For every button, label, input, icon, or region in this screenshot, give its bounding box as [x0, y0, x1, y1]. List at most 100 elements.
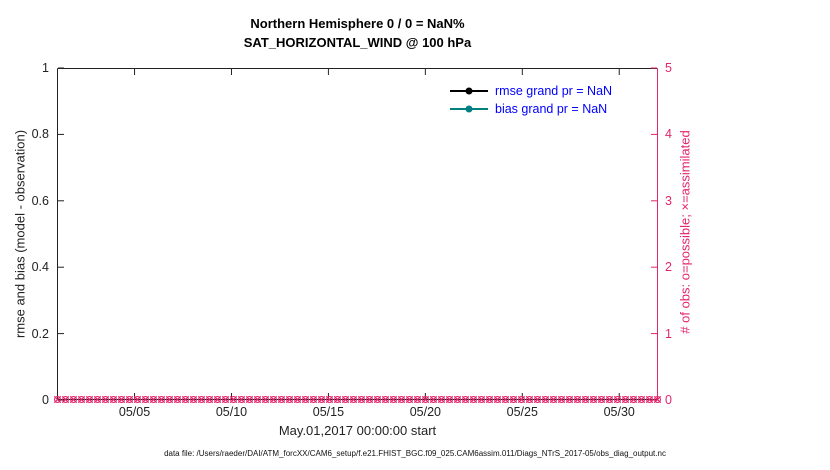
x-tick-label: 05/30	[603, 405, 635, 419]
data-file-caption: data file: /Users/raeder/DAI/ATM_forcXX/…	[164, 449, 666, 458]
possible-obs-marker	[142, 396, 149, 403]
possible-obs-marker	[590, 396, 597, 403]
legend-marker-dot-rmse	[465, 87, 473, 95]
possible-obs-marker	[422, 396, 429, 403]
possible-obs-marker	[310, 396, 317, 403]
assimilated-obs-marker	[405, 395, 414, 404]
possible-obs-marker	[198, 396, 205, 403]
possible-obs-marker	[350, 396, 357, 403]
possible-obs-marker	[174, 396, 181, 403]
possible-obs-marker	[654, 396, 661, 403]
y-tick-label-left: 0.4	[31, 260, 49, 275]
y-tick-label-right: 2	[665, 260, 672, 275]
assimilated-obs-marker	[309, 395, 318, 404]
possible-obs-marker	[270, 396, 277, 403]
assimilated-obs-marker	[245, 395, 254, 404]
possible-obs-marker	[150, 396, 157, 403]
assimilated-obs-marker	[109, 395, 118, 404]
assimilated-obs-marker	[645, 395, 654, 404]
assimilated-obs-marker	[397, 395, 406, 404]
assimilated-obs-marker	[349, 395, 358, 404]
possible-obs-marker	[558, 396, 565, 403]
assimilated-obs-marker	[253, 395, 262, 404]
assimilated-obs-marker	[381, 395, 390, 404]
possible-obs-marker	[598, 396, 605, 403]
possible-obs-marker	[86, 396, 93, 403]
assimilated-obs-marker	[373, 395, 382, 404]
assimilated-obs-marker	[445, 395, 454, 404]
possible-obs-marker	[70, 396, 77, 403]
y-axis-label-right: # of obs: o=possible; ×=assimilated	[677, 130, 693, 334]
assimilated-obs-marker	[493, 395, 502, 404]
assimilated-obs-marker	[293, 395, 302, 404]
possible-obs-marker	[622, 396, 629, 403]
assimilated-obs-marker	[77, 395, 86, 404]
possible-obs-marker	[566, 396, 573, 403]
possible-obs-marker	[190, 396, 197, 403]
possible-obs-marker	[374, 396, 381, 403]
assimilated-obs-marker	[269, 395, 278, 404]
assimilated-obs-marker	[605, 395, 614, 404]
obs-markers-layer	[53, 395, 662, 404]
assimilated-obs-marker	[485, 395, 494, 404]
x-tick-label: 05/25	[506, 405, 538, 419]
possible-obs-marker	[462, 396, 469, 403]
possible-obs-marker	[510, 396, 517, 403]
possible-obs-marker	[398, 396, 405, 403]
assimilated-obs-marker	[357, 395, 366, 404]
assimilated-obs-marker	[189, 395, 198, 404]
possible-obs-marker	[54, 396, 61, 403]
possible-obs-marker	[574, 396, 581, 403]
assimilated-obs-marker	[173, 395, 182, 404]
y-tick-label-left: 0	[42, 393, 49, 407]
possible-obs-marker	[342, 396, 349, 403]
assimilated-obs-marker	[477, 395, 486, 404]
possible-obs-marker	[118, 396, 125, 403]
assimilated-obs-marker	[93, 395, 102, 404]
assimilated-obs-marker	[389, 395, 398, 404]
possible-obs-marker	[334, 396, 341, 403]
assimilated-obs-marker	[517, 395, 526, 404]
legend-line-sample-bias	[450, 105, 488, 113]
possible-obs-marker	[502, 396, 509, 403]
assimilated-obs-marker	[141, 395, 150, 404]
assimilated-obs-marker	[501, 395, 510, 404]
legend-label-rmse: rmse grand pr = NaN	[495, 84, 613, 98]
assimilated-obs-marker	[341, 395, 350, 404]
assimilated-obs-marker	[565, 395, 574, 404]
possible-obs-marker	[534, 396, 541, 403]
assimilated-obs-marker	[53, 395, 62, 404]
assimilated-obs-marker	[221, 395, 230, 404]
y-tick-label-right: 5	[665, 61, 672, 75]
assimilated-obs-marker	[573, 395, 582, 404]
assimilated-obs-marker	[101, 395, 110, 404]
assimilated-obs-marker	[421, 395, 430, 404]
x-tick-label: 05/05	[118, 405, 151, 419]
assimilated-obs-marker	[61, 395, 70, 404]
chart-title: Northern Hemisphere 0 / 0 = NaN%	[250, 16, 465, 31]
legend-entry-rmse: rmse grand pr = NaN	[450, 82, 612, 100]
assimilated-obs-marker	[317, 395, 326, 404]
assimilated-obs-marker	[333, 395, 342, 404]
possible-obs-marker	[430, 396, 437, 403]
y-tick-label-right: 0	[665, 393, 672, 407]
possible-obs-marker	[414, 396, 421, 403]
assimilated-obs-marker	[125, 395, 134, 404]
assimilated-obs-marker	[637, 395, 646, 404]
assimilated-obs-marker	[165, 395, 174, 404]
assimilated-obs-marker	[453, 395, 462, 404]
assimilated-obs-marker	[621, 395, 630, 404]
assimilated-obs-marker	[533, 395, 542, 404]
possible-obs-marker	[606, 396, 613, 403]
assimilated-obs-marker	[437, 395, 446, 404]
possible-obs-marker	[358, 396, 365, 403]
assimilated-obs-marker	[205, 395, 214, 404]
assimilated-obs-marker	[589, 395, 598, 404]
legend: rmse grand pr = NaN bias grand pr = NaN	[450, 82, 612, 118]
possible-obs-marker	[494, 396, 501, 403]
chart-subtitle: SAT_HORIZONTAL_WIND @ 100 hPa	[243, 35, 472, 50]
possible-obs-marker	[326, 396, 333, 403]
legend-label-bias: bias grand pr = NaN	[495, 102, 608, 116]
possible-obs-marker	[582, 396, 589, 403]
